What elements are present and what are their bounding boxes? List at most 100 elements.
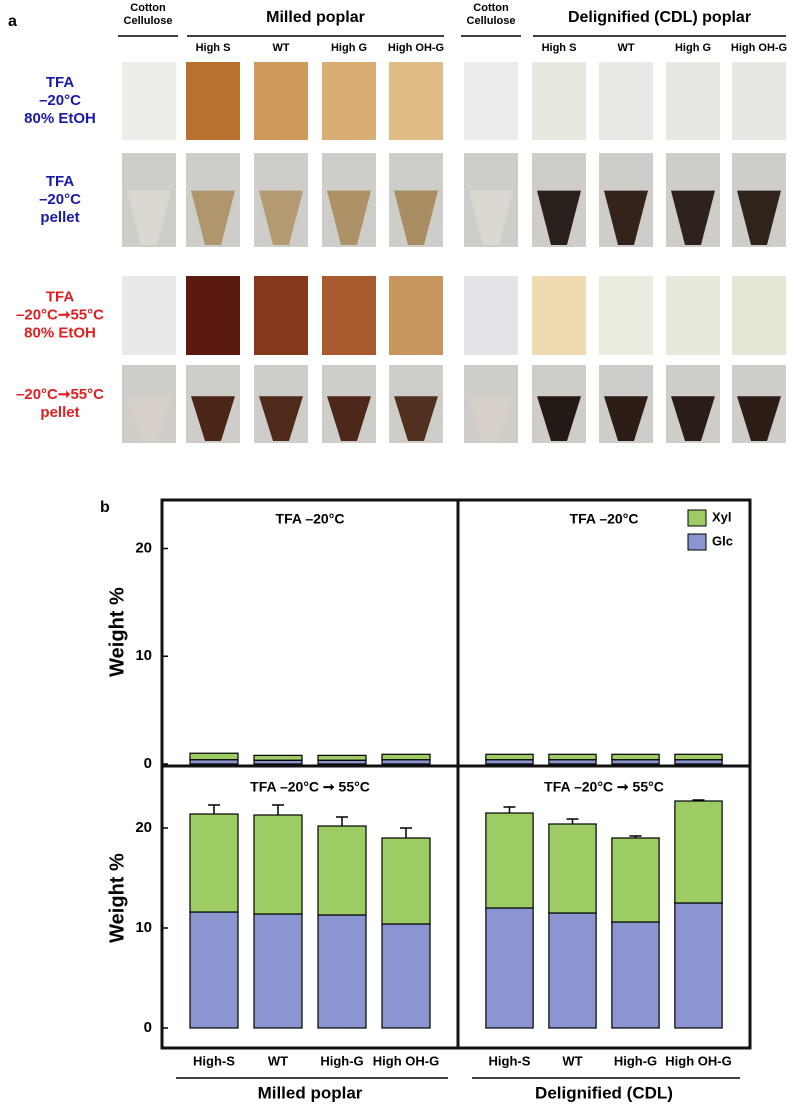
bar-segment [611,759,660,765]
bar-segment [381,923,431,1029]
sample-photo [464,62,518,140]
row-label: –20°C [39,191,81,208]
sample-photo [122,276,176,355]
row-label: TFA [46,74,74,91]
row-label: pellet [40,404,79,421]
group-header: Delignified (CDL) poplar [568,9,751,26]
chart-title: TFA –20°C ➞ 55°C [544,779,664,795]
bar-segment [674,753,723,761]
sample-photo [732,276,786,355]
tube-pellet [327,190,371,245]
sample-label: High OH-G [731,42,787,54]
bar-segment [189,759,239,765]
y-tick-label: 0 [144,755,152,772]
bar-segment [548,912,597,1029]
y-tick-label: 20 [135,539,152,556]
x-tick-label: High-G [614,1053,657,1068]
chart-title: TFA –20°C [570,511,639,527]
bar-segment [253,814,303,915]
sample-label: WT [617,42,634,54]
error-bar [208,804,220,814]
bar-segment [611,753,660,761]
bar-segment [189,813,239,913]
legend-label: Xyl [712,509,732,524]
tube-pellet [604,190,648,245]
tube-pellet [671,396,715,441]
tube-pellet [127,396,171,441]
panel-label: b [100,499,110,516]
sample-label: High OH-G [388,42,444,54]
tube-pellet [604,396,648,441]
tube-pellet [259,396,303,441]
y-tick-label: 0 [144,1019,152,1036]
tube-pellet [191,190,235,245]
legend-swatch [687,509,707,527]
tube-pellet [394,190,438,245]
tube-pellet [469,190,513,245]
tube-pellet [127,190,171,245]
y-axis-label: Weight % [106,587,128,677]
sample-photo [389,276,443,355]
sample-photo [666,276,720,355]
error-bar [272,804,284,815]
group-header: Cotton [473,2,509,14]
sample-label: High G [675,42,711,54]
x-axis-label: Milled poplar [258,1083,363,1102]
tube-pellet [537,396,581,441]
plot-frame [160,498,460,768]
bar-segment [674,902,723,1029]
plot-frame [456,764,752,1050]
y-tick-label: 10 [135,647,152,664]
bar-segment [611,837,660,923]
sample-photo [254,276,308,355]
x-tick-label: WT [562,1053,582,1068]
sample-photo [532,276,586,355]
sample-photo [254,62,308,140]
error-bar [336,816,348,826]
x-tick-label: High-S [193,1053,235,1068]
bar-segment [674,759,723,765]
panel-label: a [8,13,17,30]
bar-segment [189,911,239,1029]
sample-label: High G [331,42,367,54]
bar-segment [381,759,431,765]
tube-pellet [737,396,781,441]
bar-segment [189,752,239,761]
group-header: Cellulose [467,15,516,27]
bar-segment [381,753,431,761]
bar-segment [253,754,303,761]
sample-label: High S [542,42,577,54]
x-tick-label: High-S [489,1053,531,1068]
sample-photo [322,276,376,355]
row-label: TFA [46,288,74,305]
sample-photo [464,276,518,355]
sample-photo [389,62,443,140]
sample-photo [186,276,240,355]
bar-segment [317,754,367,761]
y-tick-label: 20 [135,819,152,836]
tube-pellet [259,190,303,245]
bar-segment [485,753,534,761]
row-label: –20°C➞55°C [16,386,104,403]
bar-segment [485,812,534,909]
row-label: pellet [40,209,79,226]
sample-label: WT [272,42,289,54]
legend-label: Glc [712,533,733,548]
row-label: TFA [46,173,74,190]
sample-label: High S [196,42,231,54]
tube-pellet [469,396,513,441]
x-axis-label: Delignified (CDL) [535,1083,673,1102]
row-label: 80% EtOH [24,110,96,127]
error-bar [503,806,516,813]
sample-photo [532,62,586,140]
group-header: Cotton [130,2,166,14]
chart-title: TFA –20°C [276,511,345,527]
tube-pellet [537,190,581,245]
y-axis-label: Weight % [106,853,128,943]
group-header: Milled poplar [266,9,365,26]
bar-segment [253,913,303,1029]
row-label: 80% EtOH [24,324,96,341]
bar-segment [548,759,597,765]
sample-photo [186,62,240,140]
